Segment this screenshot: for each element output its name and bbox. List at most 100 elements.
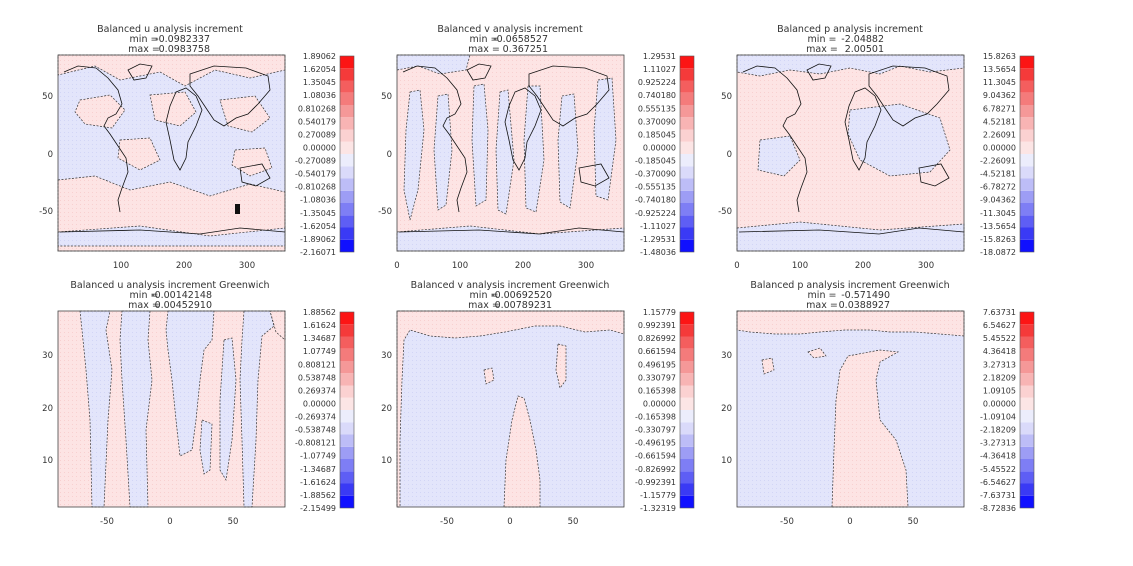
colorbar-label: -7.63731 [980,491,1016,500]
colorbar-label: 0.810268 [298,104,336,113]
x-tick: 100 [792,261,808,271]
colorbar-swatch [1020,459,1034,472]
panel-p-greenwich: Balanced p analysis increment Greenwich … [721,280,1035,527]
colorbar-swatch [680,495,694,508]
colorbar-swatch [340,312,354,325]
panel-title: Balanced u analysis increment Greenwich [70,280,269,291]
colorbar-swatch [1020,227,1034,240]
colorbar-label: 1.07749 [303,347,336,356]
x-tick: 0 [734,261,739,271]
y-tick: 10 [42,456,53,466]
colorbar-frame [339,311,355,509]
min-value: -0.00692520 [491,290,552,301]
x-axis: 0 100 200 300 [734,261,934,271]
colorbar-label: 6.54627 [983,321,1016,330]
negative-region [736,54,965,77]
colorbar-label: -13.5654 [980,222,1016,231]
colorbar-label: -5.45522 [980,465,1016,474]
colorbar-swatch [680,239,694,252]
colorbar-frame [1019,311,1035,509]
colorbar: 15.8263 13.5654 11.3045 9.04362 6.78271 4.521… [980,52,1035,257]
positive-region [831,349,909,508]
negative-region [847,103,951,177]
colorbar-swatch [680,105,694,118]
colorbar-label: -9.04362 [980,196,1016,205]
colorbar-label: -0.925224 [635,209,676,218]
colorbar-swatch [680,80,694,93]
colorbar-label: -1.09104 [980,413,1016,422]
colorbar-label: 1.88562 [303,308,336,317]
colorbar-frame [339,55,355,253]
colorbar-label: 0.496195 [638,360,676,369]
plot-frame [396,54,625,252]
colorbar-label: -1.62054 [300,222,336,231]
min-label: min = [130,290,159,301]
colorbar-swatch [680,92,694,105]
y-axis: 50 0 -50 [378,92,392,217]
negative-region [593,77,617,201]
max-label: max = [468,300,500,311]
colorbar-label: 0.540179 [298,117,336,126]
min-value: -2.04882 [841,34,884,45]
colorbar-label: -0.269374 [295,413,336,422]
colorbar-swatch [680,483,694,496]
colorbar-swatch [340,422,354,435]
colorbar-swatch [340,154,354,167]
colorbar-label: -1.48036 [640,248,676,257]
colorbar-swatch [680,190,694,203]
plot-area [58,310,286,508]
colorbar-label: -1.15779 [640,491,676,500]
colorbar-swatch [340,495,354,508]
min-label: min = [470,34,499,45]
positive-region [483,367,495,385]
y-tick: 30 [42,351,53,361]
colorbar-label: 2.26091 [983,130,1016,139]
colorbar-label: -1.88562 [300,491,336,500]
plot-area [57,54,286,252]
colorbar-label: 15.8263 [983,52,1016,61]
colorbar-swatch [340,203,354,216]
colorbar-swatch [680,56,694,69]
colorbar-swatch [1020,361,1034,374]
colorbar-label: -1.07749 [300,452,336,461]
colorbar-label: 1.09105 [983,386,1016,395]
colorbar-label: 9.04362 [983,91,1016,100]
y-tick: 0 [48,150,53,160]
positive-region [231,147,273,177]
colorbar-label: 1.34687 [303,334,336,343]
x-axis: -50 0 50 [440,517,578,527]
plot-area [736,54,965,252]
colorbar-swatch [1020,68,1034,81]
colorbar-label: 0.185045 [638,130,676,139]
panel-title: Balanced u analysis increment [97,24,243,35]
colorbar-label: -0.826992 [635,465,676,474]
colorbar-swatch [680,410,694,423]
colorbar-label: -0.165398 [635,413,676,422]
colorbar-label: -3.27313 [980,439,1016,448]
colorbar-swatch [1020,117,1034,130]
y-tick: 30 [381,351,392,361]
negative-region [495,89,515,215]
max-value: 0.0983758 [159,44,210,55]
colorbar-swatch [1020,324,1034,337]
colorbar-swatch [1020,154,1034,167]
colorbar-swatch [680,434,694,447]
colorbar-swatch [1020,203,1034,216]
negative-region [403,89,425,221]
colorbar: 1.15779 0.992391 0.826992 0.661594 0.496195 0… [635,308,695,513]
colorbar-swatch [1020,397,1034,410]
plot-frame [736,54,965,252]
colorbar-swatch [340,92,354,105]
colorbar-swatch [1020,80,1034,93]
plot-area [396,54,625,252]
colorbar-swatch [680,361,694,374]
colorbar-swatch [1020,129,1034,142]
colorbar-swatch [340,178,354,191]
colorbar-swatch [1020,495,1034,508]
colorbar-label: -4.36418 [980,452,1016,461]
colorbar: 1.29531 1.11027 0.925224 0.740180 0.555135 0.… [635,52,695,257]
colorbar-swatch [680,68,694,81]
colorbar-swatch [340,397,354,410]
plot-frame [57,54,286,252]
